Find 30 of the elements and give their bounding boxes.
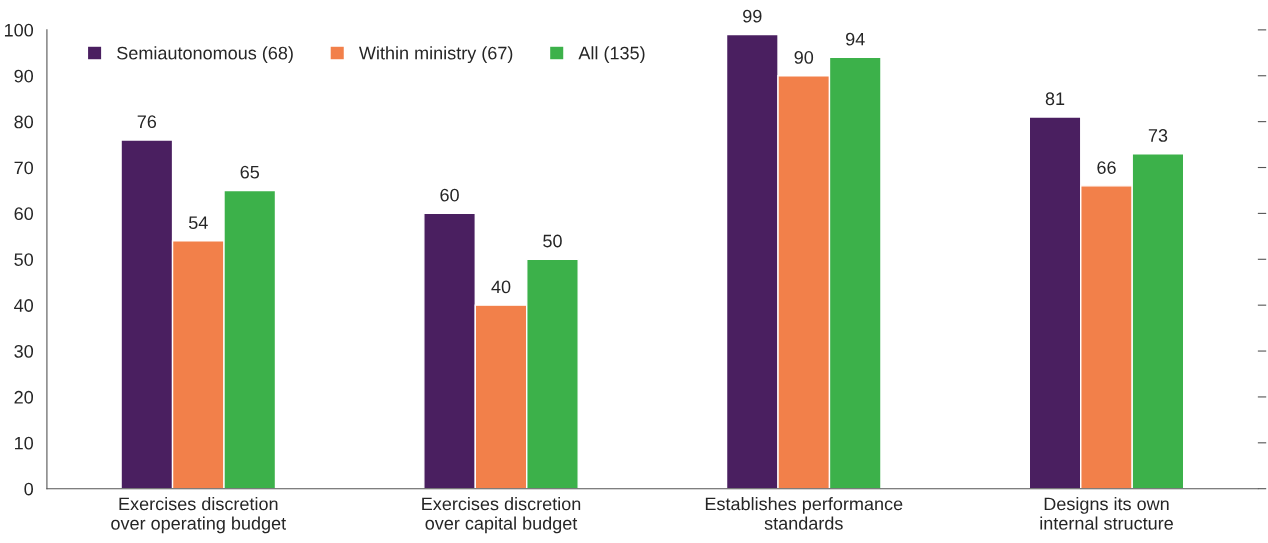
x-tick-label: Exercises discretion over capital budget <box>422 497 581 534</box>
data-label: 40 <box>491 280 511 294</box>
data-label: 65 <box>240 165 260 179</box>
data-label: 76 <box>137 115 157 129</box>
legend-label: Semiautonomous (68) <box>117 46 293 64</box>
legend-label: All (135) <box>578 46 645 64</box>
data-label: 73 <box>1148 129 1168 142</box>
x-tick-label: Exercises discretion over operating budget <box>111 497 286 534</box>
y-tick-label: 100 <box>4 23 34 37</box>
data-label: 54 <box>188 216 208 230</box>
legend-label: Within ministry (67) <box>358 46 513 64</box>
y-tick-label: 90 <box>14 69 34 83</box>
data-label: 90 <box>794 51 814 64</box>
data-label: 60 <box>440 188 459 202</box>
y-tick-label: 40 <box>14 299 34 312</box>
y-tick-label: 70 <box>14 161 34 175</box>
x-tick-label: Designs its own internal structure <box>1040 497 1173 530</box>
y-tick-label: 50 <box>14 253 34 266</box>
y-tick-label: 60 <box>14 207 34 221</box>
y-tick-label: 30 <box>14 344 34 358</box>
y-tick-label: 80 <box>14 115 34 129</box>
y-tick-label: 10 <box>15 436 34 450</box>
data-label: 81 <box>1045 92 1065 106</box>
x-tick-label: Establishes performance standards <box>705 497 903 530</box>
y-tick-label: 0 <box>24 482 34 496</box>
y-tick-label: 20 <box>14 390 34 404</box>
data-label: 50 <box>543 234 562 248</box>
data-label: 99 <box>743 9 762 23</box>
data-label: 66 <box>1097 161 1116 174</box>
data-label: 94 <box>846 32 865 46</box>
